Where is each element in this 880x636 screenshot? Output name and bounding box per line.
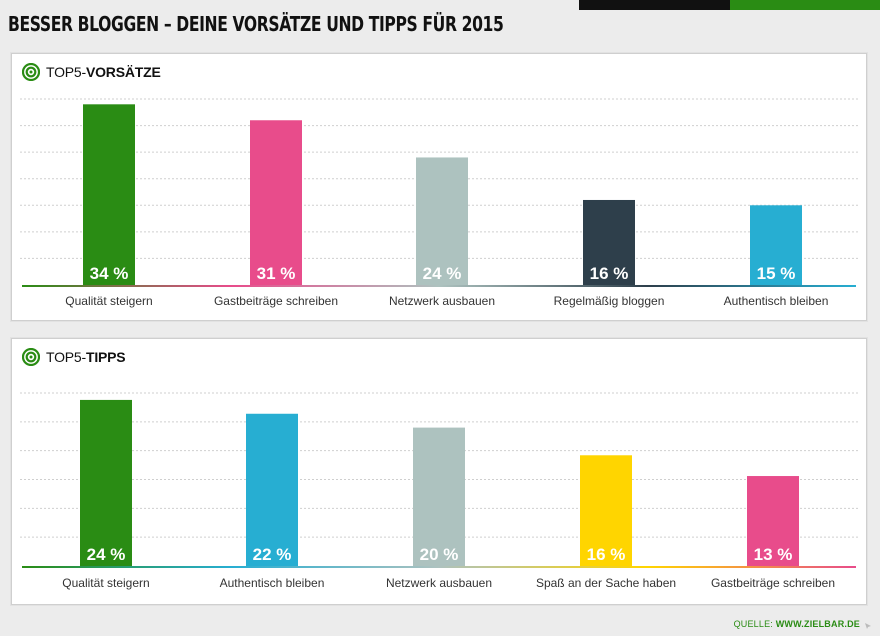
panel-title-prefix: TOP5- <box>46 349 86 365</box>
source-label: QUELLE: <box>733 619 773 629</box>
category-label: Gastbeiträge schreiben <box>711 576 835 590</box>
data-label: 16 % <box>587 545 626 564</box>
category-label: Netzwerk ausbauen <box>386 576 492 590</box>
panel-title-bold: TIPPS <box>85 349 126 365</box>
bar-chart-tipps: 24 % Qualität steigern 22 % Authentisch ble… <box>20 392 858 590</box>
baseline <box>22 566 856 568</box>
bar <box>250 120 302 285</box>
data-label: 13 % <box>754 545 793 564</box>
data-label: 22 % <box>253 545 292 564</box>
bar <box>747 476 799 566</box>
panel-title: TOP5-VORSÄTZE <box>46 64 161 80</box>
data-label: 20 % <box>420 545 459 564</box>
panel-header: TOP5-VORSÄTZE <box>22 62 161 82</box>
chart-panel-vorsaetze: TOP5-VORSÄTZE 34 % Qualität steigern 31 % G… <box>11 53 867 321</box>
bar <box>80 399 132 566</box>
data-label: 15 % <box>757 264 796 283</box>
source-link[interactable]: WWW.ZIELBAR.DE <box>775 619 860 629</box>
category-label: Qualität steigern <box>65 294 152 308</box>
category-label: Authentisch bleiben <box>724 294 829 308</box>
category-label: Qualität steigern <box>62 576 149 590</box>
baseline <box>22 285 856 287</box>
bar <box>416 157 468 285</box>
top-accent-bar-green <box>730 0 880 10</box>
panel-header: TOP5-TIPPS <box>22 347 126 367</box>
target-icon <box>22 348 40 366</box>
data-label: 31 % <box>257 264 296 283</box>
cursor-arrow-icon <box>865 623 871 629</box>
bar <box>246 413 298 566</box>
panel-title: TOP5-TIPPS <box>46 349 126 365</box>
data-label: 24 % <box>423 264 462 283</box>
bar <box>580 455 632 566</box>
category-label: Netzwerk ausbauen <box>389 294 495 308</box>
data-label: 24 % <box>87 545 126 564</box>
category-label: Spaß an der Sache haben <box>536 576 676 590</box>
source-credit: QUELLE: WWW.ZIELBAR.DE <box>734 619 860 629</box>
panel-title-bold: VORSÄTZE <box>85 64 161 80</box>
bar <box>413 427 465 566</box>
page-title: BESSER BLOGGEN – DEINE VORSÄTZE UND TIPP… <box>8 12 504 36</box>
bar <box>750 205 802 285</box>
panel-title-prefix: TOP5- <box>46 64 86 80</box>
bar <box>583 199 635 285</box>
bar-chart-vorsaetze: 34 % Qualität steigern 31 % Gastbeiträge sc… <box>20 98 858 308</box>
category-label: Gastbeiträge schreiben <box>214 294 338 308</box>
data-label: 16 % <box>590 264 629 283</box>
bar <box>83 104 135 285</box>
category-label: Regelmäßig bloggen <box>554 294 665 308</box>
category-label: Authentisch bleiben <box>220 576 325 590</box>
top-accent-bar-black <box>579 0 730 10</box>
data-label: 34 % <box>90 264 129 283</box>
target-icon <box>22 63 40 81</box>
chart-panel-tipps: TOP5-TIPPS 24 % Qualität steigern 22 % Auth… <box>11 338 867 605</box>
